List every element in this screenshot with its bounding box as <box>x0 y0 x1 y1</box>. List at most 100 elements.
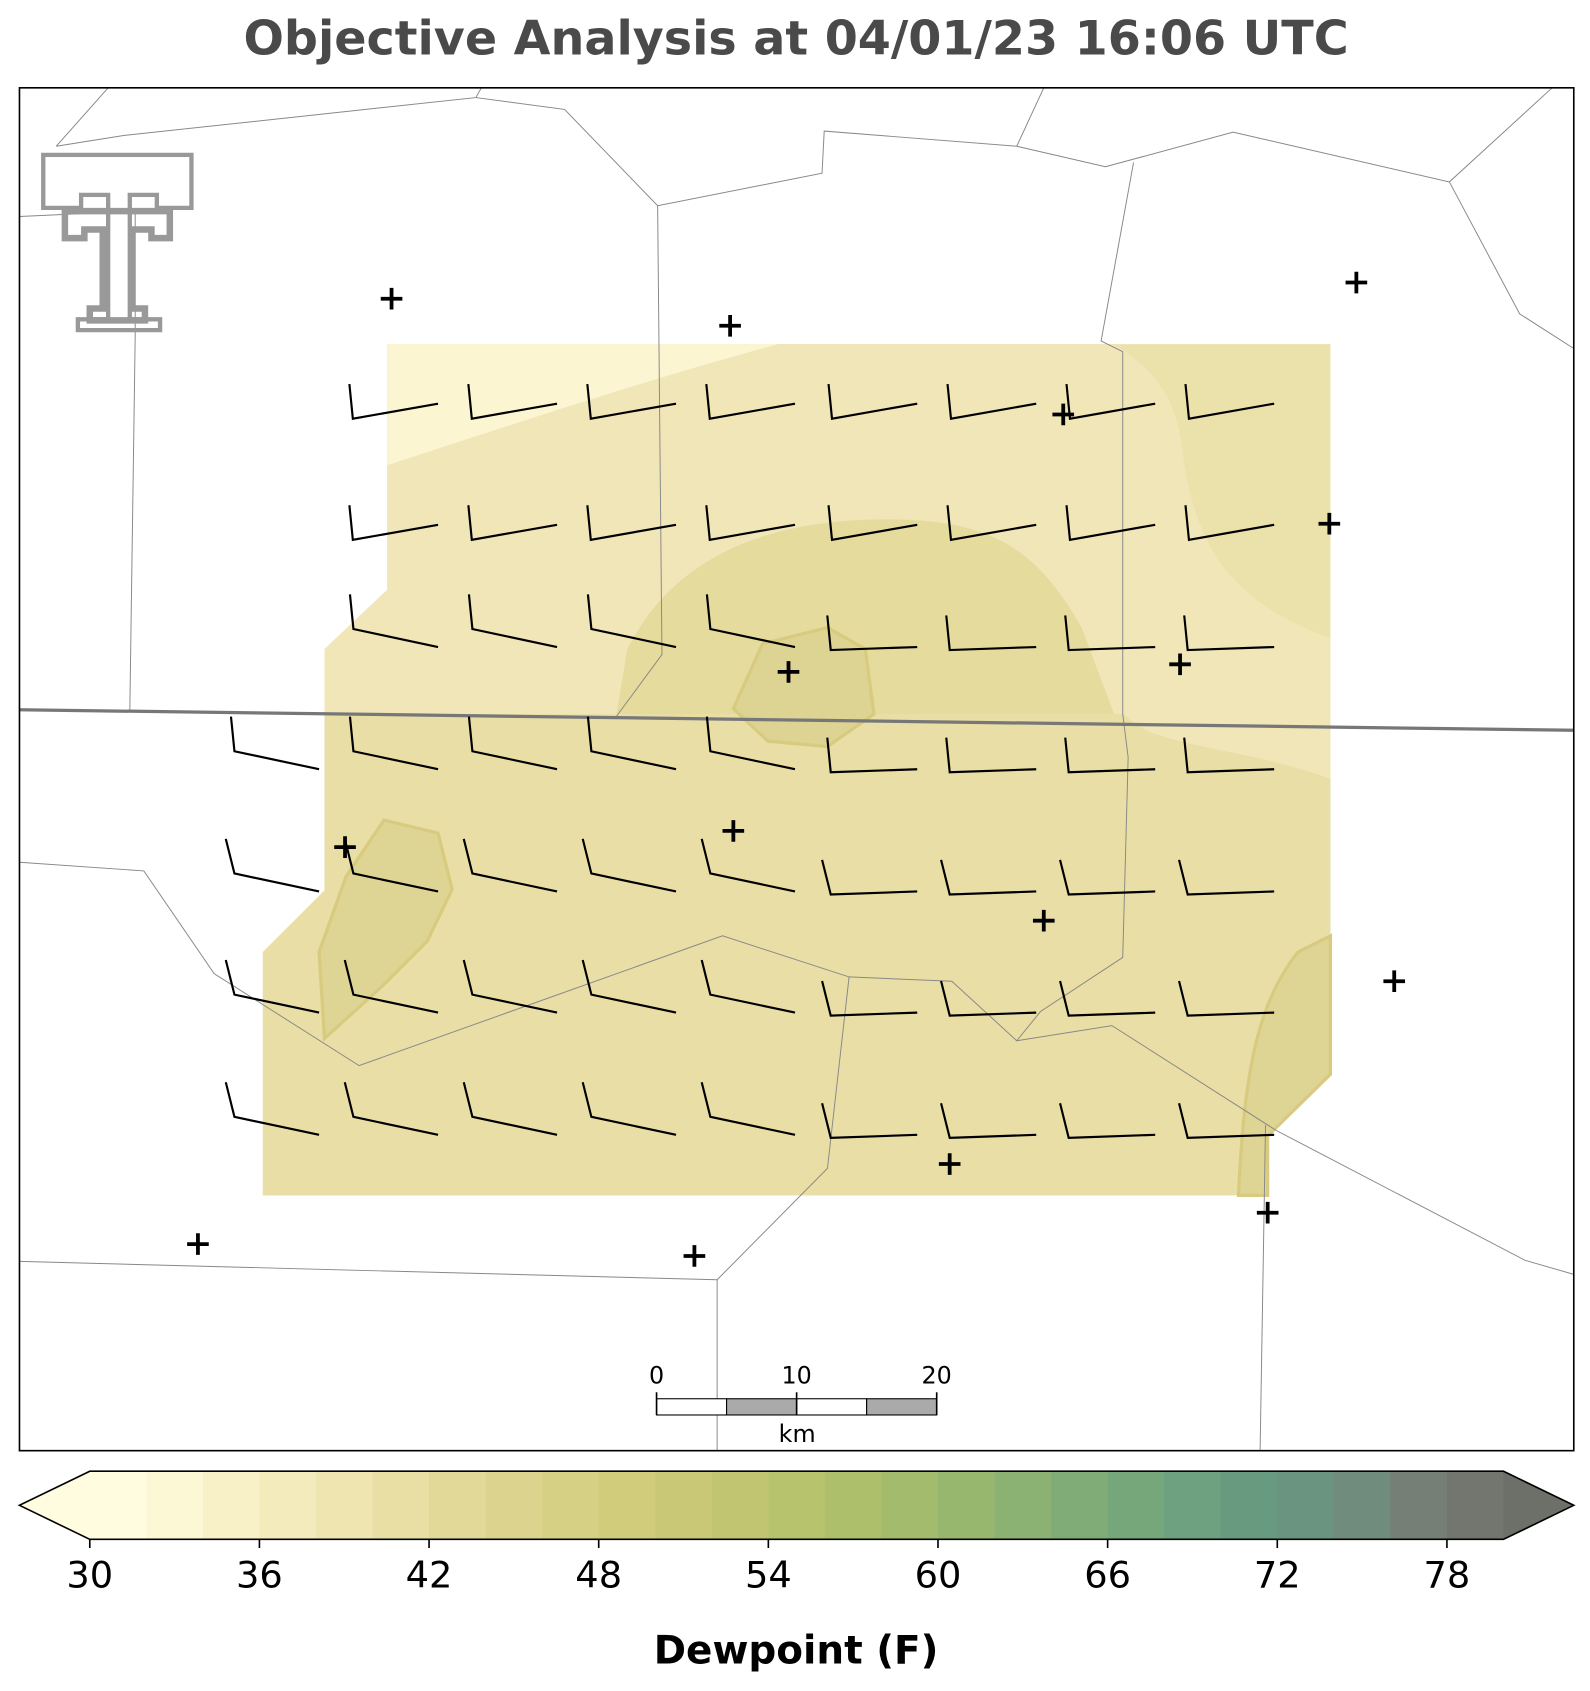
wind-barb <box>1184 383 1275 420</box>
colorbar-band <box>146 1471 204 1540</box>
wind-barb <box>705 383 796 420</box>
wind-barb <box>462 838 558 893</box>
wind-barb <box>467 594 558 649</box>
colorbar-band <box>1107 1471 1165 1540</box>
wind-barb <box>462 959 558 1014</box>
logo <box>41 152 194 333</box>
wind-barb <box>1177 1102 1275 1139</box>
wind-barb <box>467 505 558 542</box>
colorbar-band <box>1277 1471 1335 1540</box>
wind-barb <box>827 383 918 420</box>
wind-barb <box>348 594 439 649</box>
wind-barb <box>467 383 558 420</box>
colorbar-tick-label: 30 <box>66 1554 113 1597</box>
wind-barb <box>946 383 1037 420</box>
wind-barb <box>1183 615 1275 652</box>
wind-barbs <box>224 383 1275 1139</box>
station <box>683 1245 706 1267</box>
colorbar-band <box>1164 1471 1222 1540</box>
wind-barb <box>700 1081 796 1136</box>
wind-barb <box>462 1081 558 1136</box>
wind-barb <box>586 505 677 542</box>
wind-barb <box>940 859 1037 896</box>
wind-barb <box>1059 859 1156 896</box>
colorbar-band <box>372 1471 430 1540</box>
colorbar-tick-label: 54 <box>745 1554 792 1597</box>
boundaries <box>19 87 1575 1451</box>
colorbar-band <box>711 1471 769 1540</box>
colorbar-band <box>1446 1471 1505 1540</box>
wind-barb <box>348 716 439 771</box>
colorbar-band <box>1333 1471 1391 1540</box>
colorbar-band <box>259 1471 317 1540</box>
wind-barb <box>586 594 677 649</box>
colorbar-band <box>542 1471 600 1540</box>
colorbar-tick-label: 48 <box>575 1554 622 1597</box>
scale-unit: km <box>779 1420 816 1448</box>
station <box>380 287 403 310</box>
station <box>187 1233 209 1255</box>
station <box>719 314 741 337</box>
contour-core <box>731 625 876 749</box>
colorbar-band <box>937 1471 996 1540</box>
wind-barb <box>826 737 918 774</box>
contour-inner <box>616 519 1115 715</box>
colorbar-tick-label: 60 <box>915 1554 962 1597</box>
station <box>1032 909 1055 932</box>
colorbar-tick-label: 72 <box>1254 1554 1301 1597</box>
station <box>1383 970 1406 993</box>
colorbar-band <box>655 1471 713 1540</box>
contour-east <box>1236 933 1333 1198</box>
colorbar-label: Dewpoint (F) <box>654 1628 939 1673</box>
wind-barb <box>343 959 439 1014</box>
colorbar-band <box>315 1471 374 1540</box>
wind-barb <box>1059 980 1156 1017</box>
wind-barb <box>343 1081 439 1136</box>
colorbar-band <box>598 1471 656 1540</box>
wind-barb <box>1064 615 1156 652</box>
wind-barb <box>348 505 439 542</box>
scale-segment <box>726 1398 798 1416</box>
wind-barb <box>827 505 918 542</box>
colorbar-extend-over <box>1503 1471 1574 1540</box>
wind-barb <box>940 980 1037 1017</box>
colorbar-band <box>89 1471 147 1540</box>
wind-barb <box>586 716 677 771</box>
colorbar-band <box>1220 1471 1278 1540</box>
colorbar-band <box>1390 1471 1448 1540</box>
station <box>1318 512 1341 535</box>
contour-light <box>387 344 779 466</box>
colorbar: Dewpoint (F) 30 36 42 48 54 60 66 72 78 <box>17 1470 1576 1673</box>
wind-barb <box>1059 1102 1156 1139</box>
station <box>1256 1201 1279 1224</box>
wind-barb <box>1177 980 1275 1017</box>
colorbar-tick-label: 36 <box>236 1554 283 1597</box>
colorbar-tick-label: 66 <box>1084 1554 1131 1597</box>
wind-barb <box>224 838 320 893</box>
wind-barb <box>1065 505 1156 542</box>
colorbar-band <box>429 1471 487 1540</box>
colorbar-extend-under <box>19 1471 90 1540</box>
wind-barb <box>705 505 796 542</box>
contour-low <box>262 714 1331 1196</box>
title: Objective Analysis at 04/01/23 16:06 UTC <box>243 11 1348 66</box>
wind-barb <box>1184 505 1275 542</box>
wind-barb <box>348 383 439 420</box>
wind-barb <box>705 716 796 771</box>
wind-barb <box>586 383 677 420</box>
wind-barb <box>826 615 918 652</box>
station <box>1169 653 1191 676</box>
scale-segment <box>796 1398 868 1416</box>
scale-tick-label: 0 <box>649 1362 664 1390</box>
station <box>777 661 800 683</box>
station <box>938 1153 961 1175</box>
colorbar-band <box>485 1471 543 1540</box>
colorbar-band <box>202 1471 260 1540</box>
wind-barb <box>821 859 918 896</box>
colorbar-tick-label: 78 <box>1424 1554 1471 1597</box>
wind-barb <box>467 716 558 771</box>
station <box>334 836 356 858</box>
scale-segment <box>866 1398 938 1416</box>
colorbar-band <box>824 1471 882 1540</box>
station <box>1052 403 1075 426</box>
